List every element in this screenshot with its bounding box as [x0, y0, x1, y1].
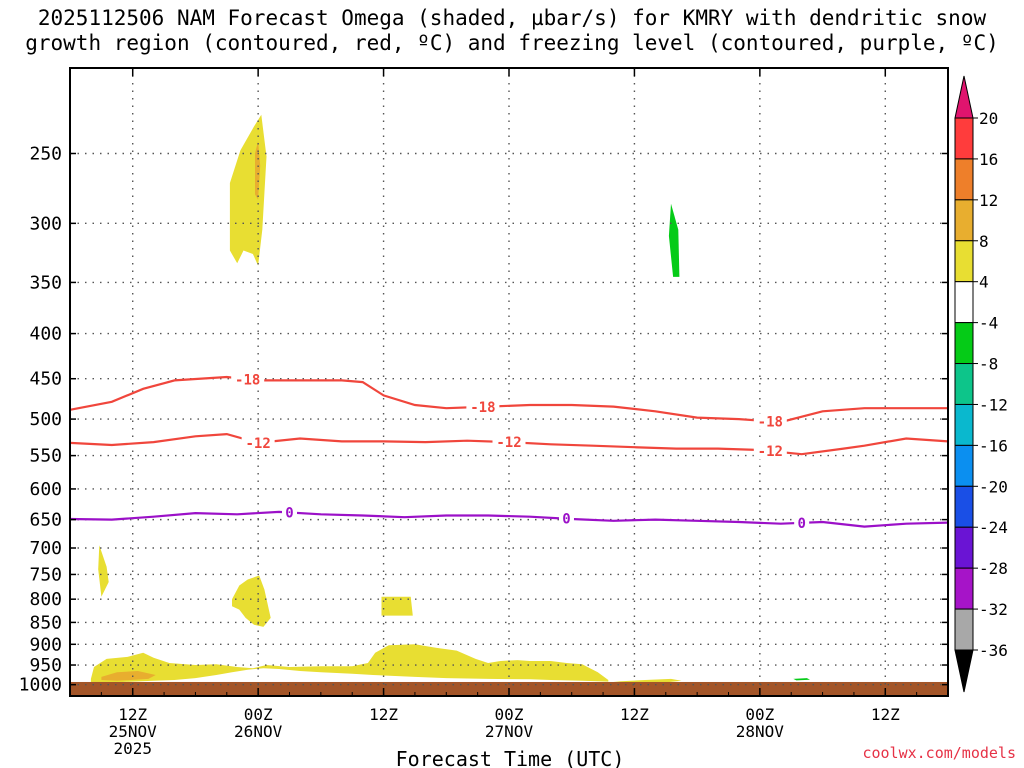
omega-region-lower-ascent-810: [232, 575, 271, 627]
y-tick-label: 700: [29, 538, 62, 559]
omega-region-boundary-layer-ascent: [90, 644, 609, 682]
colorbar-tick-label: 4: [979, 273, 989, 292]
y-tick-label: 750: [29, 564, 62, 585]
colorbar-tick-label: -28: [979, 559, 1008, 578]
y-tick-label: 350: [29, 272, 62, 293]
x-tick-label: 00Z: [745, 705, 774, 724]
colorbar-tick-label: 16: [979, 150, 998, 169]
colorbar-bin-12-16: [954, 158, 974, 201]
contour-label-bg: [231, 371, 265, 388]
title-line-2: growth region (contoured, red, ºC) and f…: [25, 31, 999, 55]
contour-label: -12: [758, 444, 783, 460]
y-tick-label: 450: [29, 369, 62, 390]
y-tick-label: 400: [29, 324, 62, 345]
title-line-1: 2025112506 NAM Forecast Omega (shaded, µ…: [37, 6, 987, 30]
omega-region-upper-ascent: [229, 114, 267, 266]
x-tick-label: 12Z: [118, 705, 147, 724]
omega-region-upper-ascent-core: [255, 141, 261, 200]
x-tick-date: 28NOV: [736, 722, 785, 741]
y-tick-label: 950: [29, 655, 62, 676]
y-tick-label: 500: [29, 409, 62, 430]
y-tick-label: 800: [29, 589, 62, 610]
omega-region-upper-descent: [668, 203, 680, 277]
y-tick-label: 550: [29, 446, 62, 467]
x-tick-label: 12Z: [620, 705, 649, 724]
contour-label: -18: [758, 414, 783, 430]
colorbar-tick-label: -24: [979, 518, 1008, 537]
contour-label-bg: [492, 434, 526, 451]
y-tick-label: 600: [29, 479, 62, 500]
credit-link[interactable]: coolwx.com/models: [862, 744, 1016, 762]
contour-label: 0: [285, 505, 293, 521]
x-tick-date: 25NOV: [109, 722, 158, 741]
colorbar-bottom-arrow: [954, 649, 974, 693]
colorbar-tick-label: -8: [979, 355, 998, 374]
colorbar-bin--32--28: [954, 567, 974, 610]
colorbar-bin--16--12: [954, 403, 974, 446]
contour-label: -18: [235, 372, 260, 388]
colorbar-bin--28--24: [954, 526, 974, 569]
colorbar-top-arrow: [954, 75, 974, 119]
colorbar-tick-label: -4: [979, 314, 998, 333]
contour-label-bg: [794, 514, 810, 531]
y-axis: 2503003504004505005506006507007508008509…: [19, 143, 948, 696]
colorbar: 20 16 12 8 4 -4 -8 -12 -16 -20 -24 -28 -32 -36: [954, 75, 1008, 693]
colorbar-tick-label: -12: [979, 395, 1008, 414]
contour-label-bg: [753, 413, 787, 430]
colorbar-bin--4-4: [954, 281, 974, 324]
omega-shading-layer: [90, 114, 810, 683]
colorbar-tick-label: 20: [979, 109, 998, 128]
colorbar-bin-8-12: [954, 199, 974, 242]
colorbar-bin-4-8: [954, 240, 974, 283]
chart-title: 2025112506 NAM Forecast Omega (shaded, µ…: [0, 6, 1024, 56]
x-tick-label: 00Z: [495, 705, 524, 724]
colorbar-tick-label: -36: [979, 641, 1008, 660]
x-tick-date: 27NOV: [485, 722, 534, 741]
colorbar-bin-16-20: [954, 117, 974, 160]
grid-layer: [70, 68, 948, 696]
omega-region-boundary-layer-core: [101, 671, 156, 681]
contour-label: -12: [496, 435, 521, 451]
colorbar-tick-label: 8: [979, 232, 989, 251]
contour-label-bg: [241, 434, 275, 451]
contour-label: -18: [470, 400, 495, 416]
x-axis-label: Forecast Time (UTC): [396, 747, 625, 768]
contour-label: 0: [797, 516, 805, 532]
colorbar-tick-label: -16: [979, 436, 1008, 455]
y-tick-label: 300: [29, 213, 62, 234]
y-tick-label: 250: [29, 143, 62, 164]
contour-label-bg: [282, 504, 297, 521]
x-tick-label: 12Z: [369, 705, 398, 724]
contour-layer: -18 -18 -18 -12 -12 -12 0 0 0: [69, 371, 949, 532]
colorbar-bin--20--16: [954, 444, 974, 487]
x-tick-date: 26NOV: [234, 722, 283, 741]
omega-region-lower-ascent-735: [98, 545, 109, 597]
colorbar-bin--12--8: [954, 363, 974, 405]
y-tick-label: 900: [29, 634, 62, 655]
contour-label-bg: [466, 398, 500, 415]
colorbar-tick-label: -20: [979, 477, 1008, 496]
y-tick-label: 1000: [19, 675, 62, 696]
x-tick-label: 00Z: [244, 705, 273, 724]
omega-region-small-descent: [793, 678, 810, 681]
contour-label: -12: [245, 436, 270, 452]
colorbar-bin--36--32: [954, 608, 974, 651]
contour-label-bg: [753, 443, 787, 460]
colorbar-bin--24--20: [954, 485, 974, 528]
contour-label: 0: [562, 512, 570, 528]
contour-label-bg: [558, 510, 574, 527]
colorbar-tick-label: -32: [979, 600, 1008, 619]
x-tick-year: 2025: [113, 739, 152, 758]
colorbar-tick-label: 12: [979, 191, 998, 210]
colorbar-bin--8--4: [954, 322, 974, 365]
y-tick-label: 650: [29, 510, 62, 531]
omega-region-lower-ascent-810b: [381, 596, 413, 616]
x-tick-label: 12Z: [871, 705, 900, 724]
y-tick-label: 850: [29, 612, 62, 633]
omega-region-late-ascent: [613, 678, 682, 683]
